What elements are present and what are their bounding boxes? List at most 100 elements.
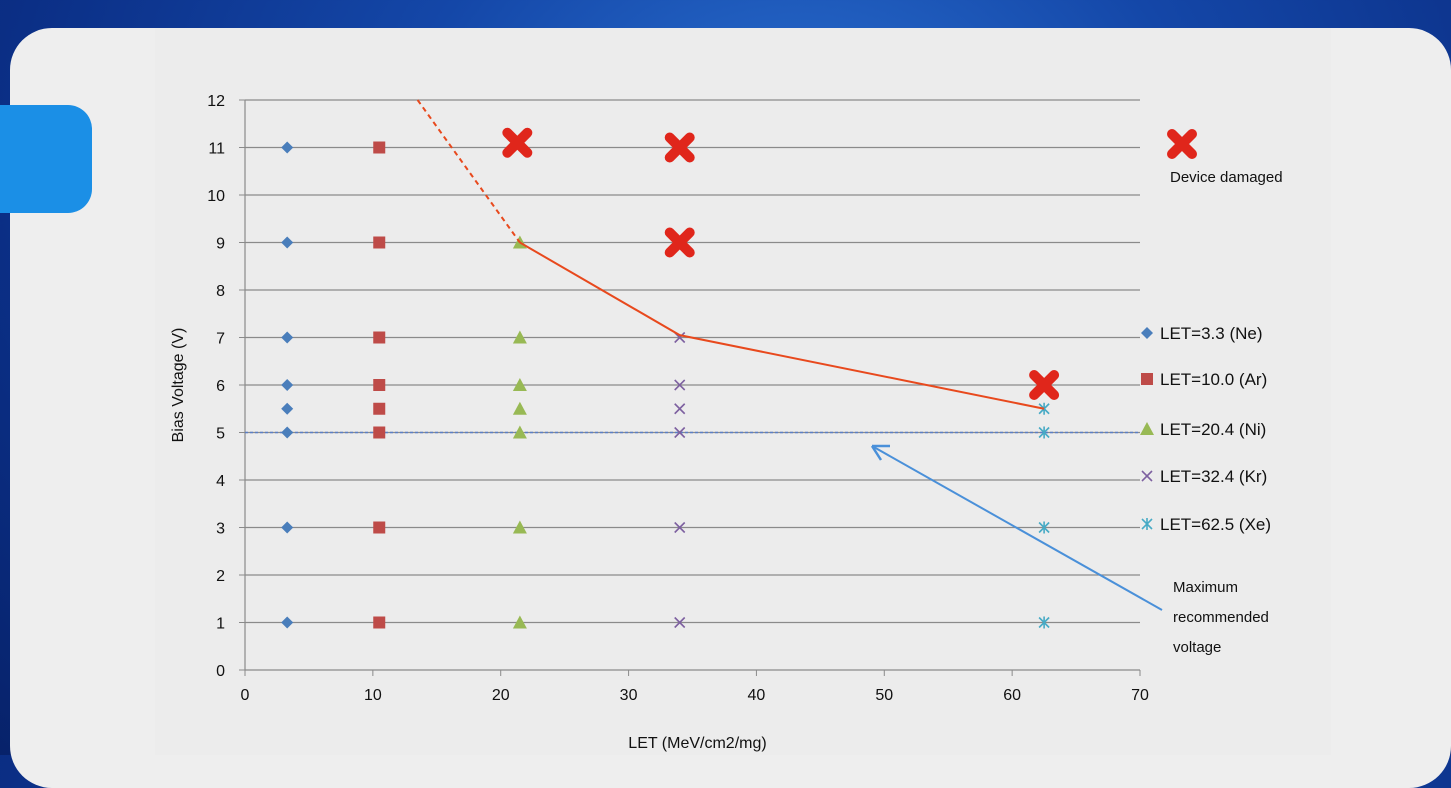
x-tick-label: 70 [1131, 687, 1149, 704]
triangle-shape [512, 401, 527, 415]
y-axis-title: Bias Voltage (V) [170, 328, 187, 443]
chart-background [155, 28, 1331, 755]
data-point-triangle [512, 330, 527, 344]
x-tick-label: 0 [241, 687, 250, 704]
data-point-square [373, 141, 386, 154]
x-tick-label: 50 [875, 687, 893, 704]
data-point-triangle [512, 615, 527, 629]
data-point-x [674, 521, 686, 534]
x-tick-label: 40 [748, 687, 766, 704]
data-point-diamond [281, 521, 294, 534]
damage-x-shape [1167, 129, 1197, 159]
data-point-triangle [512, 520, 527, 534]
damaged-marker [502, 127, 533, 158]
x-axis-title: LET (MeV/cm2/mg) [628, 735, 766, 752]
diamond-shape [281, 426, 294, 439]
legend-marker-diamond [1141, 327, 1153, 339]
x-shape [674, 403, 686, 415]
data-point-diamond [281, 331, 294, 344]
data-point-square [373, 402, 386, 415]
slide-tab-accent [0, 105, 92, 213]
square-shape [373, 379, 386, 391]
data-point-star [1038, 521, 1050, 534]
damage-x-shape [664, 132, 695, 163]
data-point-star [1038, 426, 1050, 439]
legend-marker-square [1141, 373, 1153, 385]
triangle-shape [512, 330, 527, 344]
y-tick-label: 5 [216, 426, 225, 443]
diamond-shape [281, 331, 294, 344]
x-shape [1141, 470, 1153, 482]
data-point-x [674, 426, 686, 439]
data-point-x [674, 403, 686, 415]
threshold-line-extrapolated [416, 99, 521, 244]
y-tick-label: 12 [207, 93, 225, 110]
y-tick-label: 1 [216, 616, 225, 633]
x-tick-label: 60 [1003, 687, 1021, 704]
data-point-diamond [281, 236, 294, 249]
x-shape [674, 521, 686, 534]
star-shape [1038, 521, 1050, 534]
data-point-triangle [512, 425, 527, 439]
data-point-triangle [512, 401, 527, 415]
y-tick-label: 0 [216, 663, 225, 680]
star-shape [1038, 426, 1050, 439]
data-point-triangle [512, 378, 527, 391]
threshold-line [519, 241, 1045, 410]
data-point-square [373, 521, 386, 534]
data-point-diamond [281, 616, 294, 629]
legend-label: LET=62.5 (Xe) [1160, 515, 1271, 534]
legend-marker-x [1141, 470, 1153, 482]
y-tick-label: 7 [216, 331, 225, 348]
data-point-x [674, 616, 686, 629]
damage-x-shape [502, 127, 533, 158]
diamond-shape [281, 402, 294, 415]
y-tick-label: 6 [216, 378, 225, 395]
damaged-marker [664, 132, 695, 163]
star-shape [1038, 616, 1050, 629]
legend-label: LET=32.4 (Kr) [1160, 467, 1267, 486]
max-recommended-label: recommended [1173, 609, 1269, 626]
arrowhead-icon [870, 444, 890, 461]
diamond-shape [281, 236, 294, 249]
x-tick-label: 30 [620, 687, 638, 704]
data-point-diamond [281, 379, 294, 391]
data-point-square [373, 616, 386, 629]
star-shape [1141, 518, 1153, 530]
data-point-square [373, 331, 386, 344]
y-tick-label: 11 [208, 141, 225, 158]
square-shape [1141, 373, 1153, 385]
square-shape [373, 331, 386, 344]
y-tick-label: 3 [216, 521, 225, 538]
triangle-shape [512, 378, 527, 391]
data-point-diamond [281, 141, 294, 154]
y-tick-label: 10 [207, 188, 225, 205]
square-shape [373, 521, 386, 534]
data-point-diamond [281, 402, 294, 415]
data-point-diamond [281, 426, 294, 439]
legend-label: LET=20.4 (Ni) [1160, 420, 1266, 439]
x-tick-label: 20 [492, 687, 510, 704]
legend-marker-triangle [1140, 422, 1154, 435]
data-point-square [373, 236, 386, 249]
legend-marker-star [1141, 518, 1153, 530]
x-tick-label: 10 [364, 687, 382, 704]
square-shape [373, 236, 386, 249]
max-recommended-label: voltage [1173, 639, 1221, 656]
x-shape [674, 379, 686, 391]
triangle-shape [1140, 422, 1154, 435]
max-recommended-arrow [871, 445, 1163, 611]
triangle-shape [512, 425, 527, 439]
triangle-shape [512, 615, 527, 629]
y-tick-label: 8 [216, 283, 225, 300]
damaged-marker [1029, 370, 1060, 400]
data-point-square [373, 426, 386, 439]
square-shape [373, 616, 386, 629]
x-shape [674, 616, 686, 629]
max-recommended-label: Maximum [1173, 579, 1238, 596]
damage-x-shape [1029, 370, 1060, 400]
triangle-shape [512, 520, 527, 534]
diamond-shape [281, 616, 294, 629]
legend-damaged-marker [1167, 129, 1197, 159]
y-tick-label: 2 [216, 568, 225, 585]
